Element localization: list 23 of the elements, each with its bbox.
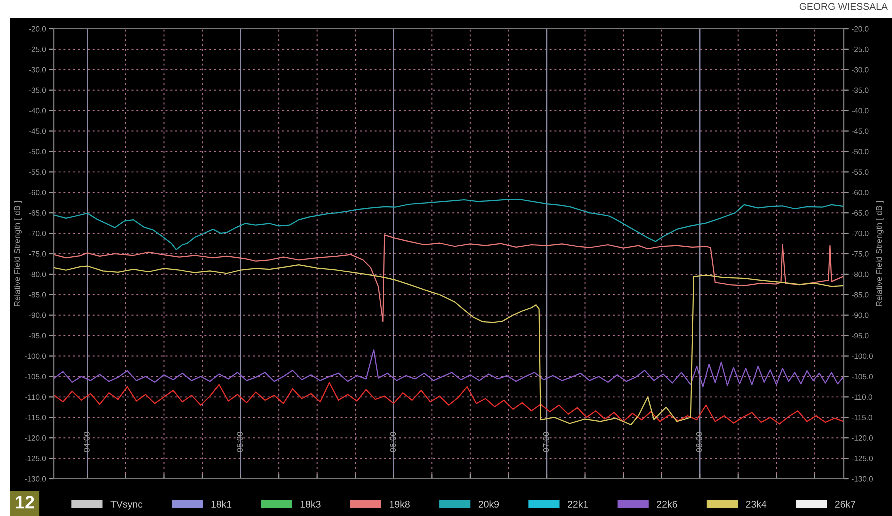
text: GEORG WIESSALA	[800, 3, 888, 10]
legend-label: 22k1	[568, 500, 588, 508]
y2-axis-title: Relative Field Strength [ dB ]	[876, 202, 884, 306]
line-series	[54, 264, 844, 426]
line-series	[54, 382, 844, 425]
line-series	[54, 350, 844, 388]
line-series	[54, 234, 844, 322]
legend-label: 20k9	[478, 500, 500, 508]
legend-label: 26k7	[835, 500, 856, 508]
x-tick-label: 05:00	[237, 432, 244, 452]
legend-label: 19k8	[390, 500, 410, 508]
y-axis-title: Relative Field Strength [ dB ]	[14, 202, 22, 306]
x-tick-label: 07:00	[543, 432, 550, 452]
x-tick-label: 06:00	[390, 432, 396, 452]
legend-label: 18k1	[212, 500, 232, 508]
legend-label: 18k3	[300, 500, 321, 508]
legend-label: 22k6	[657, 500, 678, 508]
x-tick-label: 04:00	[84, 432, 90, 452]
legend-label: TVsync	[110, 501, 143, 510]
line-series	[54, 199, 844, 250]
x-tick-label: 08:00	[696, 432, 702, 452]
text: 12	[16, 496, 34, 509]
legend-label: 23k4	[746, 500, 767, 508]
